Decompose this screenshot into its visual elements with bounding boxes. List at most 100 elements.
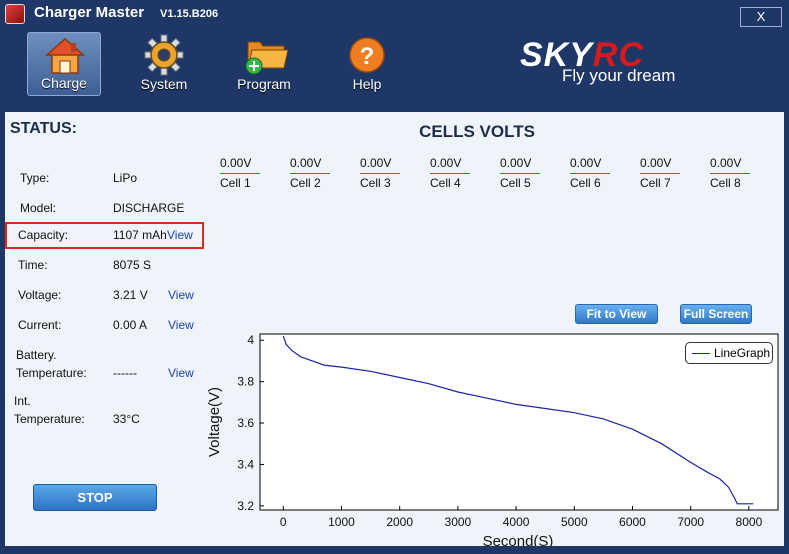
skyrc-logo: SKYRC bbox=[520, 36, 644, 75]
app-version: V1.15.B206 bbox=[160, 8, 219, 20]
cell-7-label: Cell 7 bbox=[640, 176, 671, 190]
int-temp-label-line2: Temperature: bbox=[14, 412, 85, 426]
x-tick-label: 1000 bbox=[328, 515, 355, 529]
capacity-label: Capacity: bbox=[18, 228, 69, 242]
logo-rc: RC bbox=[592, 36, 645, 74]
full-screen-button[interactable]: Full Screen bbox=[680, 304, 752, 324]
svg-text:?: ? bbox=[360, 43, 375, 70]
capacity-highlight-box bbox=[5, 222, 204, 249]
time-label: Time: bbox=[18, 258, 48, 272]
cell-7: 0.00V Cell 7 bbox=[640, 156, 682, 190]
x-tick-label: 5000 bbox=[561, 515, 588, 529]
close-button[interactable]: X bbox=[740, 7, 782, 27]
cell-7-bar bbox=[640, 173, 680, 174]
app-icon bbox=[5, 4, 25, 24]
cell-2-value: 0.00V bbox=[290, 156, 322, 170]
status-panel: STATUS: Type: LiPo Model: DISCHARGE Capa… bbox=[5, 112, 205, 546]
folder-add-icon bbox=[245, 41, 288, 75]
type-label: Type: bbox=[20, 171, 50, 185]
x-tick-label: 6000 bbox=[619, 515, 646, 529]
cell-3-label: Cell 3 bbox=[360, 176, 391, 190]
cell-5-value: 0.00V bbox=[500, 156, 532, 170]
x-tick-label: 2000 bbox=[386, 515, 413, 529]
cell-5-bar bbox=[500, 173, 540, 174]
cell-8: 0.00V Cell 8 bbox=[710, 156, 752, 190]
type-value: LiPo bbox=[113, 171, 138, 185]
voltage-chart: 0 1000 2000 3000 4000 5000 6000 7000 8000 3.2 3.4 3… bbox=[206, 333, 779, 546]
cell-3-value: 0.00V bbox=[360, 156, 392, 170]
cell-1-bar bbox=[220, 173, 260, 174]
current-view-link[interactable]: View bbox=[168, 318, 194, 332]
status-row-int-temperature: Int. Temperature: 33°C bbox=[14, 394, 203, 428]
current-label: Current: bbox=[18, 318, 62, 332]
int-temp-value: 33°C bbox=[113, 412, 140, 426]
voltage-label: Voltage: bbox=[18, 288, 62, 302]
cell-4-label: Cell 4 bbox=[430, 176, 461, 190]
toolbar-charge-label: Charge bbox=[41, 75, 87, 91]
chart-legend: LineGraph bbox=[685, 342, 773, 364]
x-tick-label: 8000 bbox=[736, 515, 763, 529]
x-tick-label: 0 bbox=[280, 515, 287, 529]
battery-temp-label-line1: Battery. bbox=[16, 348, 57, 362]
x-tick-label: 3000 bbox=[445, 515, 472, 529]
battery-temp-view-link[interactable]: View bbox=[168, 366, 194, 380]
cell-1-label: Cell 1 bbox=[220, 176, 251, 190]
logo-sky: SKY bbox=[520, 36, 593, 74]
app-title: Charger Master bbox=[34, 4, 145, 21]
cell-8-label: Cell 8 bbox=[710, 176, 741, 190]
int-temp-label-line1: Int. bbox=[14, 394, 31, 408]
cell-8-bar bbox=[710, 173, 750, 174]
cell-6: 0.00V Cell 6 bbox=[570, 156, 612, 190]
status-title: STATUS: bbox=[10, 120, 77, 137]
brand-slogan: Fly your dream bbox=[562, 66, 676, 85]
title-bar: Charger Master V1.15.B206 X bbox=[0, 0, 789, 28]
battery-temp-value: ------ bbox=[113, 366, 137, 380]
help-icon: ? bbox=[349, 37, 385, 73]
gear-icon bbox=[144, 34, 184, 76]
cells-volts-panel: CELLS VOLTS 0.00V Cell 1 0.00V Cell 2 0.00… bbox=[205, 112, 784, 546]
cell-5: 0.00V Cell 5 bbox=[500, 156, 542, 190]
legend-series-name: LineGraph bbox=[714, 346, 771, 360]
cell-5-label: Cell 5 bbox=[500, 176, 531, 190]
cell-1-value: 0.00V bbox=[220, 156, 252, 170]
y-tick-label: 3.4 bbox=[237, 457, 254, 471]
cell-6-bar bbox=[570, 173, 610, 174]
cell-2-bar bbox=[290, 173, 330, 174]
current-value: 0.00 A bbox=[113, 318, 148, 332]
legend-line-swatch bbox=[692, 353, 710, 354]
voltage-value: 3.21 V bbox=[113, 288, 148, 302]
y-tick-label: 4 bbox=[247, 333, 254, 347]
house-icon bbox=[45, 37, 85, 74]
toolbar-help-button[interactable]: ? Help bbox=[330, 32, 404, 96]
y-axis-label: Voltage(V) bbox=[206, 387, 223, 457]
toolbar-system-button[interactable]: System bbox=[127, 32, 201, 96]
model-value: DISCHARGE bbox=[113, 201, 185, 215]
cell-7-value: 0.00V bbox=[640, 156, 672, 170]
capacity-view-link[interactable]: View bbox=[167, 228, 193, 242]
x-tick-label: 4000 bbox=[503, 515, 530, 529]
fit-to-view-button[interactable]: Fit to View bbox=[575, 304, 658, 324]
capacity-value: 1107 mAh bbox=[113, 228, 167, 242]
y-tick-label: 3.8 bbox=[237, 375, 254, 389]
cell-4-bar bbox=[430, 173, 470, 174]
stop-button[interactable]: STOP bbox=[33, 484, 157, 511]
x-tick-label: 7000 bbox=[677, 515, 704, 529]
series-line bbox=[282, 335, 754, 505]
cell-4: 0.00V Cell 4 bbox=[430, 156, 472, 190]
toolbar-program-button[interactable]: Program bbox=[227, 32, 301, 96]
voltage-view-link[interactable]: View bbox=[168, 288, 194, 302]
cell-3-bar bbox=[360, 173, 400, 174]
cells-volts-title: CELLS VOLTS bbox=[419, 122, 535, 141]
y-tick-label: 3.2 bbox=[237, 499, 254, 513]
cell-1: 0.00V Cell 1 bbox=[220, 156, 262, 190]
toolbar-charge-button[interactable]: Charge bbox=[27, 32, 101, 96]
cell-4-value: 0.00V bbox=[430, 156, 462, 170]
model-label: Model: bbox=[20, 201, 57, 215]
cell-6-label: Cell 6 bbox=[570, 176, 601, 190]
cell-8-value: 0.00V bbox=[710, 156, 742, 170]
cell-2-label: Cell 2 bbox=[290, 176, 321, 190]
x-axis-label: Second(S) bbox=[483, 533, 554, 546]
status-row-battery-temperature: Battery. Temperature: ------ View bbox=[16, 348, 203, 382]
cell-2: 0.00V Cell 2 bbox=[290, 156, 332, 190]
cell-6-value: 0.00V bbox=[570, 156, 602, 170]
